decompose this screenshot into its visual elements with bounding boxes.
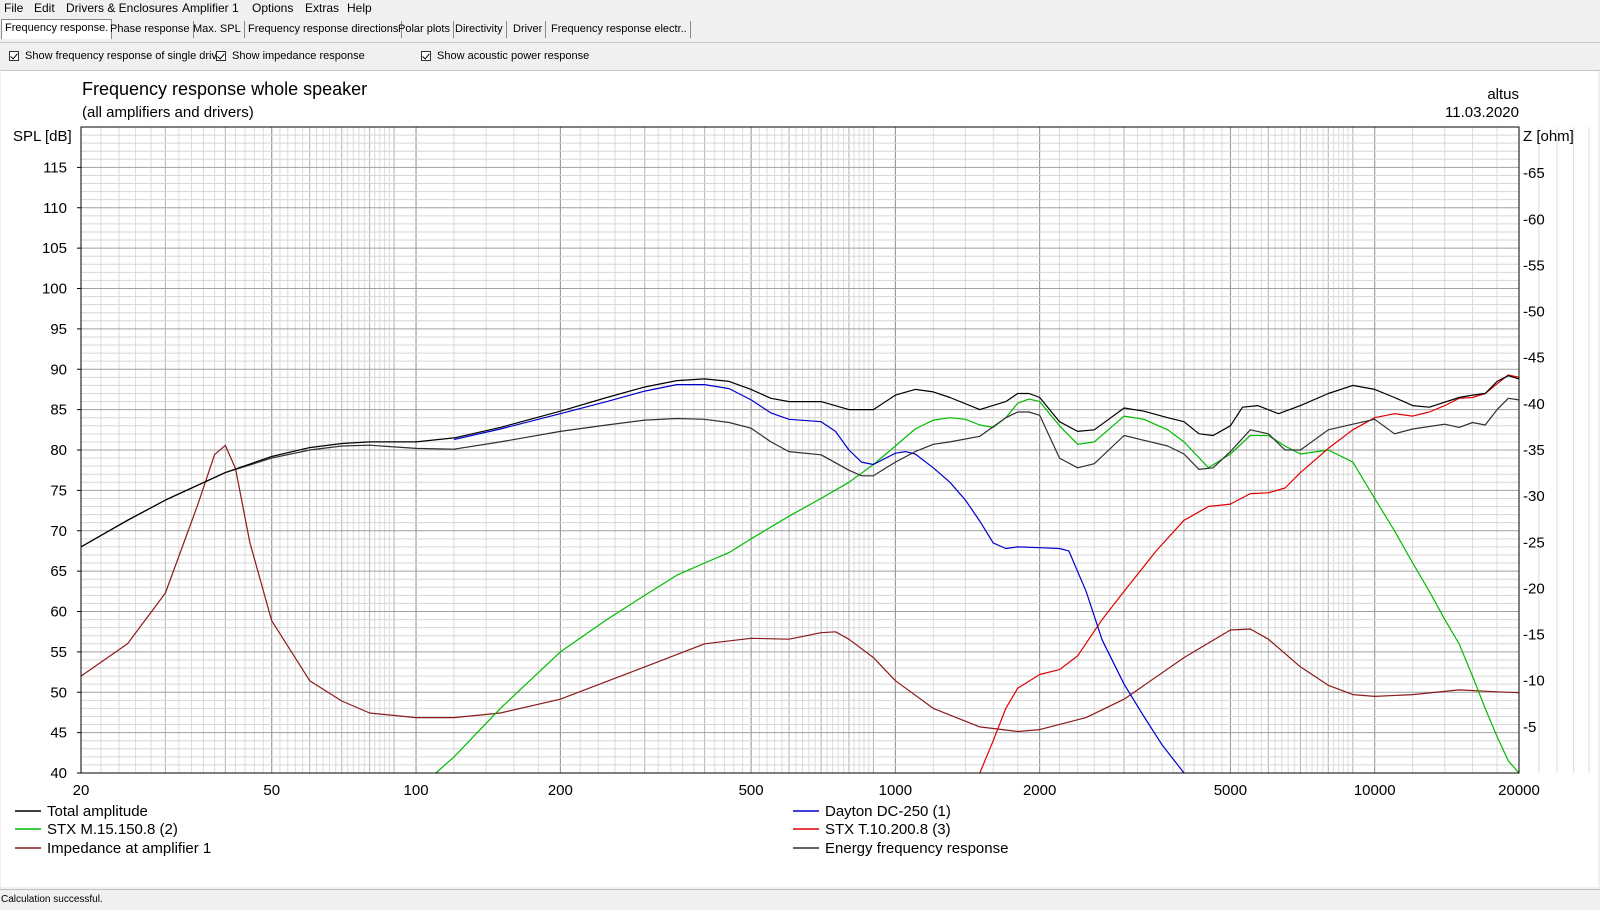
menu-file[interactable]: File: [4, 1, 24, 15]
checkbox-impedance[interactable]: [216, 51, 226, 61]
y-tick-label: 55: [50, 644, 67, 661]
y2-tick-label: -20: [1523, 580, 1545, 597]
menu-edit[interactable]: Edit: [34, 1, 55, 15]
y-tick-label: 45: [50, 725, 67, 742]
tab-bar: Frequency response. Phase response Max. …: [0, 18, 1600, 40]
y-tick-label: 60: [50, 604, 67, 621]
y-tick-label: 65: [50, 563, 67, 580]
tab-directivity[interactable]: Directivity: [452, 21, 507, 38]
y2-tick-label: -5: [1523, 719, 1536, 736]
legend-label-total: Total amplitude: [47, 803, 148, 820]
tab-max-spl[interactable]: Max. SPL: [190, 21, 245, 38]
x-tick-label: 50: [263, 782, 280, 799]
chart-subtitle: (all amplifiers and drivers): [82, 104, 254, 121]
frequency-response-chart: 40 45 50 55 60 65 70 75 80 85 90 95 100 105 110 115 -5 -1…: [13, 79, 1590, 857]
x-tick-label: 5000: [1214, 782, 1247, 799]
x-tick-label: 100: [404, 782, 429, 799]
option-acoustic-power[interactable]: Show acoustic power response: [421, 49, 589, 63]
y-tick-label: 110: [43, 200, 67, 217]
series-line-impedance: [80, 444, 1520, 733]
tab-phase-response[interactable]: Phase response: [107, 21, 194, 38]
y-axis-label: SPL [dB]: [13, 128, 72, 145]
legend-label-woofer: Dayton DC-250 (1): [825, 803, 951, 820]
option-impedance-label: Show impedance response: [232, 50, 365, 62]
y-tick-label: 100: [42, 281, 67, 298]
y-tick-label: 90: [50, 361, 67, 378]
menu-bar: File Edit Drivers & Enclosures Amplifier…: [0, 0, 1600, 18]
menu-drivers-enclosures[interactable]: Drivers & Enclosures: [66, 1, 179, 15]
y2-tick-label: -50: [1523, 304, 1545, 321]
menu-options[interactable]: Options: [252, 1, 294, 15]
y-tick-label: 95: [50, 321, 67, 338]
legend-label-mid: STX M.15.150.8 (2): [47, 821, 178, 838]
y2-tick-label: -30: [1523, 488, 1545, 505]
project-name: altus: [1487, 86, 1519, 103]
legend: Total amplitude Dayton DC-250 (1) STX M.15…: [15, 803, 1008, 857]
y-tick-label: 80: [50, 442, 67, 459]
legend-label-tweeter: STX T.10.200.8 (3): [825, 821, 951, 838]
series-line-mid: [435, 398, 1520, 774]
checkbox-acoustic-power[interactable]: [421, 51, 431, 61]
axis-ticks: 40 45 50 55 60 65 70 75 80 85 90 95 100 105 110 115 -5 -1…: [42, 159, 1545, 799]
y-tick-label: 105: [42, 240, 67, 257]
menu-extras[interactable]: Extras: [305, 1, 340, 15]
project-date: 11.03.2020: [1445, 104, 1519, 121]
options-bar: Show frequency response of single drive …: [0, 42, 1600, 71]
y2-axis-label: Z [ohm]: [1523, 128, 1574, 145]
checkbox-single-drive[interactable]: [9, 51, 19, 61]
legend-label-impedance: Impedance at amplifier 1: [47, 840, 211, 857]
y2-tick-label: -65: [1523, 165, 1545, 182]
x-tick-label: 1000: [879, 782, 912, 799]
option-single-drive-label: Show frequency response of single drive: [25, 50, 224, 62]
x-tick-label: 2000: [1023, 782, 1056, 799]
chart-panel: 40 45 50 55 60 65 70 75 80 85 90 95 100 105 110 115 -5 -1…: [1, 71, 1598, 887]
option-single-drive[interactable]: Show frequency response of single drive: [9, 49, 223, 63]
tab-frequency-response[interactable]: Frequency response.: [1, 19, 113, 39]
y2-tick-label: -60: [1523, 211, 1545, 228]
y2-tick-label: -40: [1523, 396, 1545, 413]
y2-tick-label: -15: [1523, 627, 1545, 644]
y-tick-label: 85: [50, 402, 67, 419]
option-acoustic-power-label: Show acoustic power response: [437, 50, 590, 62]
y2-tick-label: -55: [1523, 257, 1545, 274]
x-tick-label: 20: [73, 782, 90, 799]
y-tick-label: 50: [50, 684, 67, 701]
option-impedance[interactable]: Show impedance response: [216, 49, 365, 63]
tab-driver[interactable]: Driver: [510, 21, 547, 38]
y-tick-label: 40: [50, 765, 67, 782]
y2-tick-label: -10: [1523, 673, 1545, 690]
series-line-total: [80, 375, 1520, 548]
series-line-tweeter: [979, 374, 1520, 774]
menu-amplifier[interactable]: Amplifier 1: [182, 1, 239, 15]
x-tick-label: 500: [739, 782, 764, 799]
x-tick-label: 200: [548, 782, 573, 799]
x-tick-label: 20000: [1498, 782, 1540, 799]
y-tick-label: 70: [50, 523, 67, 540]
series: [80, 374, 1520, 774]
tab-frequency-response-directions[interactable]: Frequency response directions: [245, 21, 403, 38]
tab-polar-plots[interactable]: Polar plots: [395, 21, 454, 38]
y2-tick-label: -25: [1523, 534, 1545, 551]
y-tick-label: 115: [43, 159, 67, 176]
menu-help[interactable]: Help: [347, 1, 372, 15]
x-tick-label: 10000: [1354, 782, 1396, 799]
status-text: Calculation successful.: [1, 894, 103, 905]
legend-label-energy: Energy frequency response: [825, 840, 1008, 857]
series-line-woofer: [453, 384, 1185, 774]
y-tick-label: 75: [50, 482, 67, 499]
plot-frame: [80, 126, 1520, 774]
series-line-energy: [80, 397, 1520, 548]
y2-tick-label: -35: [1523, 442, 1545, 459]
tab-frequency-response-electrical[interactable]: Frequency response electr..: [548, 21, 691, 38]
status-bar: Calculation successful.: [0, 889, 1600, 910]
y2-tick-label: -45: [1523, 350, 1545, 367]
chart-title: Frequency response whole speaker: [82, 79, 367, 99]
